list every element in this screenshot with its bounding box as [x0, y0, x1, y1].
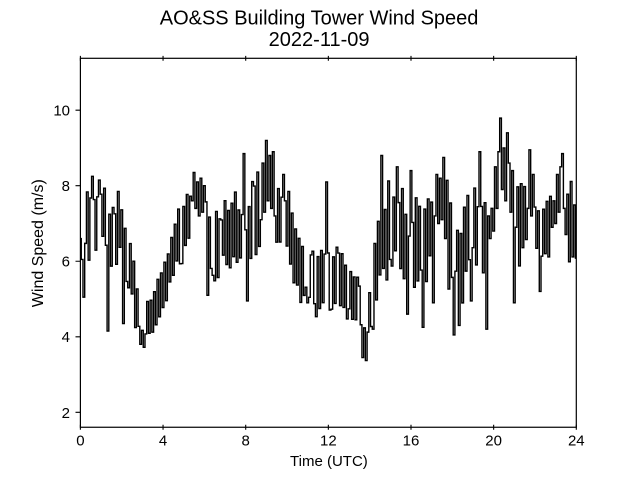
svg-text:4: 4	[62, 329, 70, 346]
svg-text:Time (UTC): Time (UTC)	[290, 453, 368, 470]
svg-text:8: 8	[242, 432, 250, 449]
svg-text:Wind Speed (m/s): Wind Speed (m/s)	[30, 179, 47, 307]
svg-text:6: 6	[62, 254, 70, 271]
svg-text:2: 2	[62, 405, 70, 422]
svg-text:12: 12	[320, 432, 337, 449]
svg-text:10: 10	[53, 103, 70, 120]
svg-text:AO&SS Building Tower Wind Spee: AO&SS Building Tower Wind Speed	[160, 8, 479, 30]
svg-text:0: 0	[76, 432, 84, 449]
svg-text:2022-11-09: 2022-11-09	[269, 29, 370, 51]
svg-text:16: 16	[403, 432, 420, 449]
svg-text:20: 20	[485, 432, 502, 449]
svg-text:24: 24	[568, 432, 585, 449]
svg-text:4: 4	[159, 432, 167, 449]
svg-text:8: 8	[62, 178, 70, 195]
